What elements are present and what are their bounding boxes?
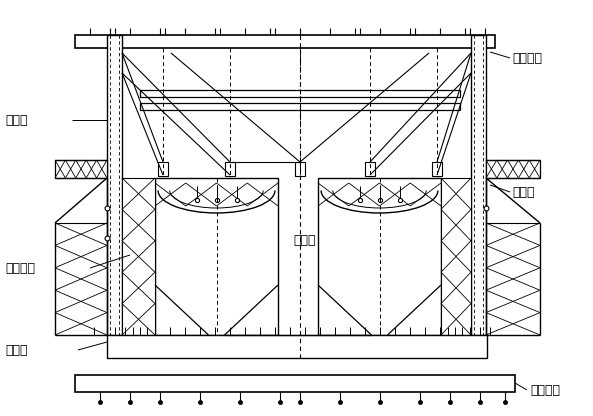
Bar	[155, 178, 278, 335]
Bar	[318, 178, 441, 335]
Bar	[140, 103, 460, 110]
Bar	[432, 162, 442, 176]
Text: 前下横梁: 前下横梁	[530, 384, 560, 396]
Text: 外导梁: 外导梁	[512, 186, 534, 198]
Bar	[75, 35, 495, 48]
Bar	[158, 162, 168, 176]
Bar	[107, 335, 487, 358]
Text: 前上横梁: 前上横梁	[512, 52, 542, 64]
Text: 外模系统: 外模系统	[5, 262, 35, 275]
Bar	[441, 178, 471, 335]
Bar	[55, 160, 107, 178]
Bar	[107, 35, 122, 335]
Bar	[140, 90, 460, 97]
Bar	[122, 178, 155, 335]
Text: 内导梁: 内导梁	[294, 233, 316, 247]
Bar	[75, 375, 515, 392]
Text: 菱形架: 菱形架	[5, 114, 27, 126]
Bar	[365, 162, 375, 176]
Bar	[471, 35, 486, 335]
Bar	[295, 162, 305, 176]
Bar	[486, 160, 540, 178]
Text: 底纵梁: 底纵梁	[5, 344, 27, 357]
Bar	[225, 162, 235, 176]
